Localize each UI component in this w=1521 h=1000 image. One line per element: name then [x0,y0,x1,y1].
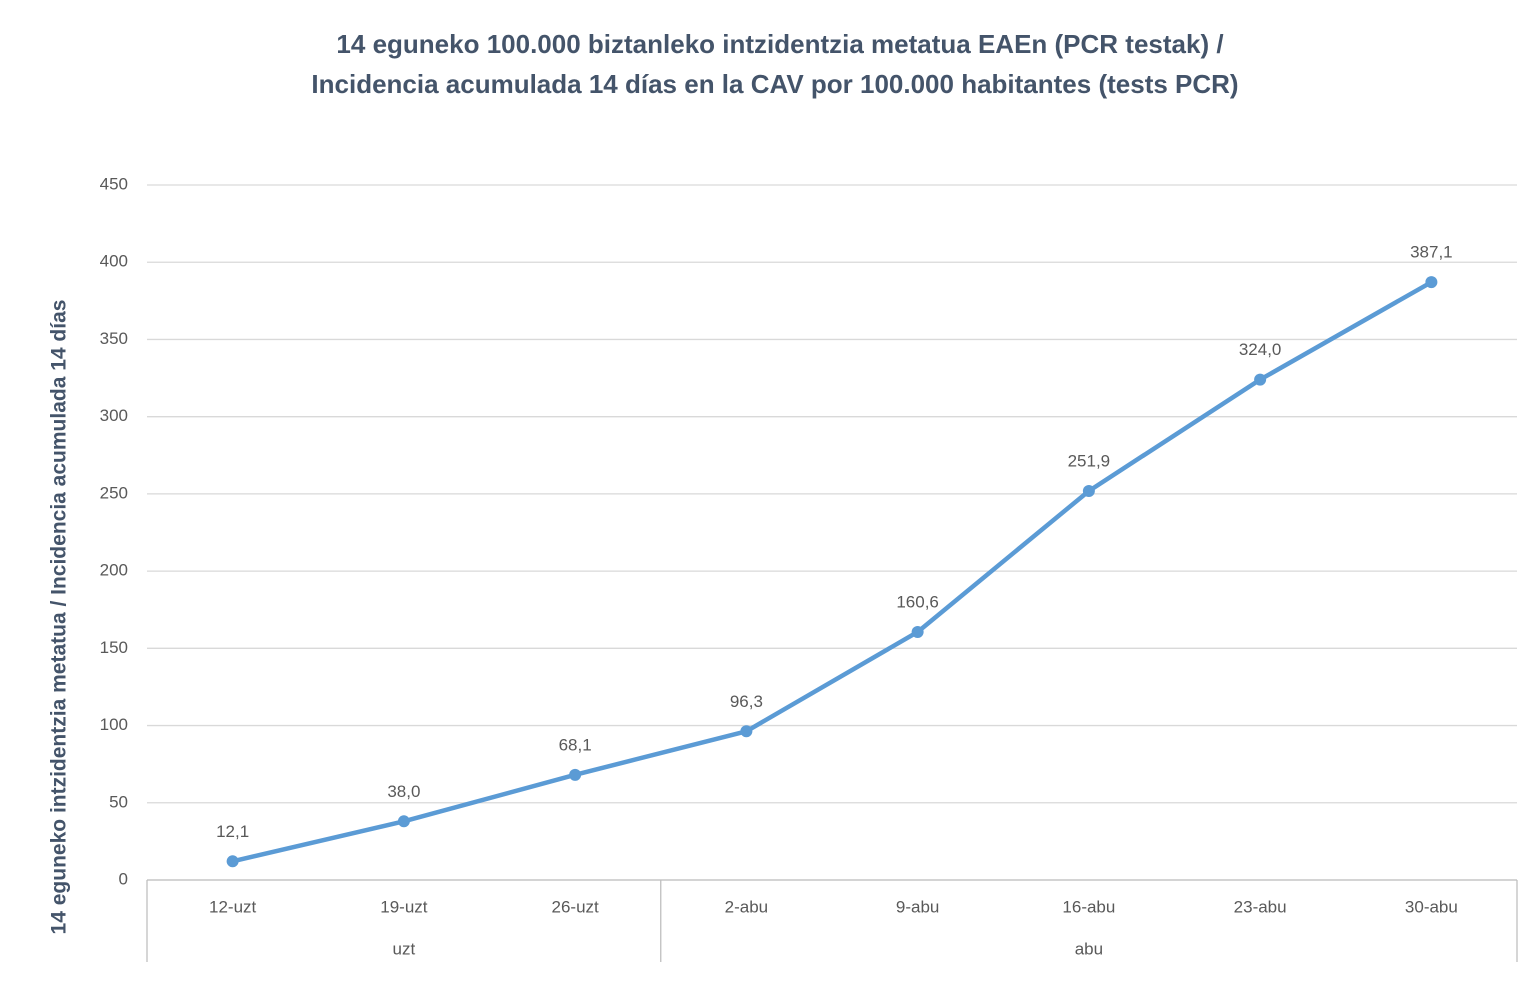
x-tick-label: 2-abu [725,897,768,916]
data-point [397,815,410,828]
data-point [1254,373,1267,386]
y-tick-label: 250 [100,483,128,502]
data-point [911,625,924,638]
y-tick-label: 300 [100,406,128,425]
data-label: 12,1 [216,822,249,841]
y-tick-label: 200 [100,561,128,580]
y-tick-label: 50 [109,792,128,811]
chart-title: Incidencia acumulada 14 días en la CAV p… [311,69,1238,99]
y-tick-label: 350 [100,329,128,348]
group-label: uzt [393,939,416,958]
x-tick-label: 19-uzt [380,897,428,916]
y-axis-label: 14 eguneko intzidentzia metatua / Incide… [48,300,71,935]
data-point [1082,484,1095,497]
data-point [1425,276,1438,289]
data-label: 324,0 [1239,340,1282,359]
y-tick-label: 400 [100,252,128,271]
y-tick-label: 100 [100,715,128,734]
group-label: abu [1075,939,1103,958]
x-tick-label: 23-abu [1234,897,1287,916]
chart-title: 14 eguneko 100.000 biztanleko intzidentz… [336,29,1223,59]
data-label: 251,9 [1068,451,1111,470]
x-tick-label: 16-abu [1062,897,1115,916]
x-tick-label: 9-abu [896,897,939,916]
data-point [740,725,753,738]
data-label: 387,1 [1410,243,1453,262]
y-tick-label: 450 [100,174,128,193]
data-label: 96,3 [730,692,763,711]
x-tick-label: 30-abu [1405,897,1458,916]
y-tick-label: 0 [119,869,128,888]
data-label: 160,6 [896,592,939,611]
x-tick-label: 12-uzt [209,897,257,916]
x-tick-label: 26-uzt [552,897,600,916]
y-tick-label: 150 [100,638,128,657]
data-point [569,768,582,781]
data-point [226,855,239,868]
data-line [232,280,1433,864]
data-label: 38,0 [387,782,420,801]
data-label: 68,1 [559,735,592,754]
